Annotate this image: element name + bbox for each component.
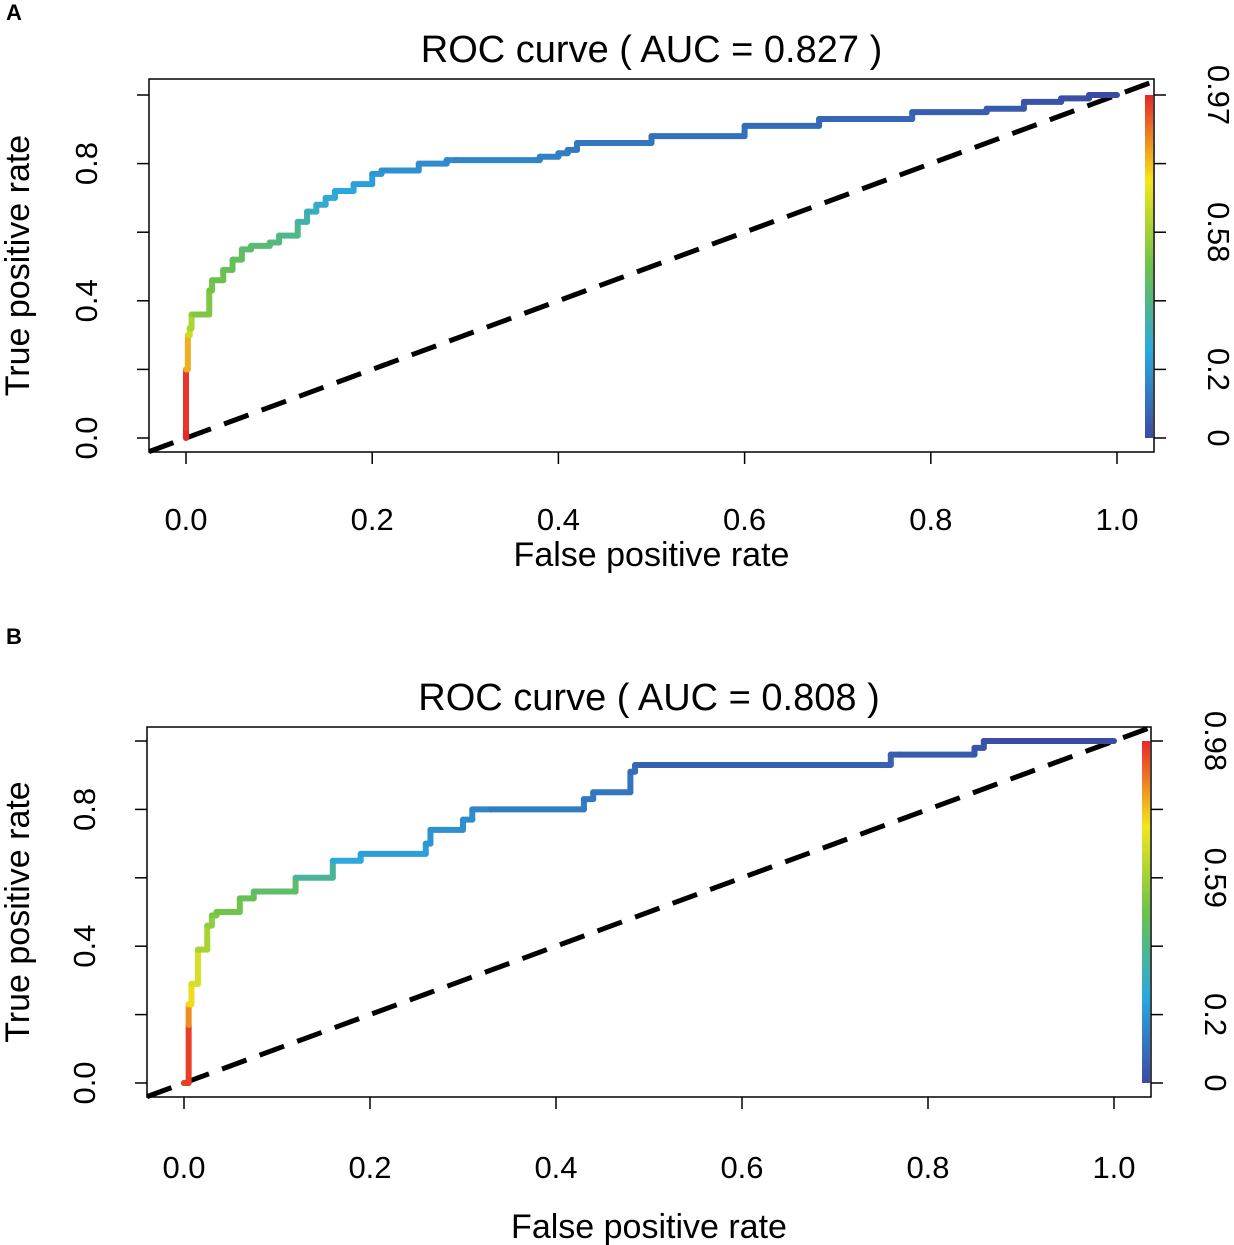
x-tick-label: 0.6 xyxy=(723,502,766,537)
colorbar-label: 0 xyxy=(1201,429,1234,446)
colorbar-label: 0.2 xyxy=(1201,348,1234,391)
roc-panel-b: ROC curve ( AUC = 0.808 ) 0.0 0.2 0.4 0.6 0.8… xyxy=(0,677,1233,1245)
x-tick-label: 0.4 xyxy=(534,1150,577,1185)
roc-curve xyxy=(183,92,1120,441)
colorbar xyxy=(1142,741,1150,1083)
x-tick-label: 1.0 xyxy=(1095,502,1138,537)
x-tick-label: 0.6 xyxy=(720,1150,763,1185)
x-tick-label: 0.0 xyxy=(162,1150,205,1185)
plot-frame xyxy=(146,726,1152,1098)
x-tick-label: 0.0 xyxy=(164,502,207,537)
panel-label-a: A xyxy=(6,0,22,25)
x-tick-label: 1.0 xyxy=(1092,1150,1135,1185)
colorbar-label: 0.97 xyxy=(1201,65,1234,125)
y-axis-label: True positive rate xyxy=(0,135,37,396)
x-tick-label: 0.8 xyxy=(906,1150,949,1185)
y-tick-label: 0.0 xyxy=(67,1061,102,1104)
x-tick-label: 0.2 xyxy=(351,502,394,537)
y-tick-label: 0.8 xyxy=(69,142,104,185)
roc-panel-a: ROC curve ( AUC = 0.827 ) 0.0 0.2 0.4 0.6 0.8… xyxy=(0,29,1234,574)
colorbar-label: 0.98 xyxy=(1198,711,1233,771)
x-tick-label: 0.4 xyxy=(537,502,580,537)
colorbar-label: 0 xyxy=(1198,1074,1233,1091)
chance-diagonal xyxy=(148,79,1155,454)
y-tick-label: 0.8 xyxy=(67,788,102,831)
y-tick-label: 0.4 xyxy=(67,925,102,968)
x-axis-label: False positive rate xyxy=(514,536,790,574)
x-tick-label: 0.8 xyxy=(909,502,952,537)
x-tick-label: 0.2 xyxy=(348,1150,391,1185)
colorbar-label: 0.2 xyxy=(1198,993,1233,1036)
panel-label-b: B xyxy=(6,624,22,649)
y-axis-label: True positive rate xyxy=(0,781,37,1042)
colorbar xyxy=(1145,95,1153,438)
y-tick-label: 0.4 xyxy=(69,279,104,322)
colorbar-label: 0.58 xyxy=(1201,202,1234,262)
x-axis-label: False positive rate xyxy=(511,1208,787,1245)
chart-title: ROC curve ( AUC = 0.827 ) xyxy=(421,29,882,71)
colorbar-label: 0.59 xyxy=(1198,848,1233,908)
chart-title: ROC curve ( AUC = 0.808 ) xyxy=(418,677,879,719)
plot-frame xyxy=(148,78,1155,453)
y-tick-label: 0.0 xyxy=(69,416,104,459)
chance-diagonal xyxy=(146,725,1152,1099)
roc-curve xyxy=(181,738,1117,1086)
